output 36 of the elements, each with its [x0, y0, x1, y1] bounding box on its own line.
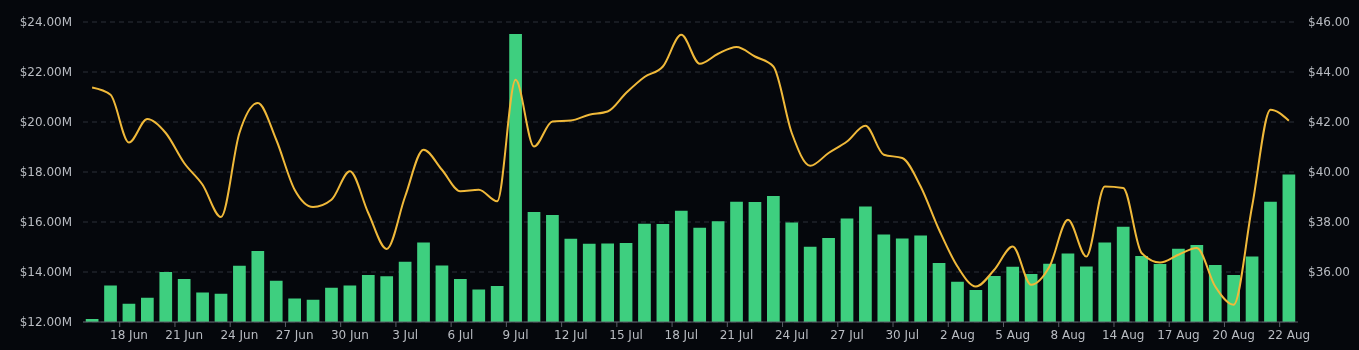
x-tick-label: 9 Jul — [502, 328, 529, 342]
y-tick-label: $24.00M — [19, 15, 72, 30]
x-tick-label: 22 Aug — [1267, 328, 1311, 342]
y2-tick-label: $42.00 — [1308, 115, 1350, 130]
x-tick-label: 17 Aug — [1157, 328, 1200, 342]
x-tick-label: 3 Jul — [392, 328, 419, 342]
x-tick-label: 21 Jun — [165, 328, 204, 342]
x-tick-label: 2 Aug — [940, 328, 975, 342]
x-tick-label: 20 Aug — [1212, 328, 1255, 342]
y2-tick-label: $40.00 — [1308, 165, 1350, 180]
y-tick-label: $22.00M — [19, 65, 72, 80]
x-tick-label: 6 Jul — [447, 328, 474, 342]
x-tick-label: 5 Aug — [995, 328, 1031, 342]
x-tick-label: 14 Aug — [1101, 328, 1145, 342]
y2-tick-label: $38.00 — [1308, 215, 1350, 230]
y2-tick-label: $44.00 — [1308, 65, 1350, 80]
x-tick-label: 18 Jul — [664, 328, 699, 342]
y-tick-label: $14.00M — [19, 265, 72, 280]
x-tick-label: 24 Jun — [220, 328, 259, 342]
y-tick-label: $12.00M — [19, 315, 72, 330]
x-tick-label: 12 Jul — [554, 328, 588, 342]
x-tick-label: 8 Aug — [1050, 328, 1086, 342]
y-tick-label: $18.00M — [19, 165, 72, 180]
x-tick-label: 27 Jun — [275, 328, 314, 342]
x-tick-label: 18 Jun — [110, 328, 148, 342]
x-tick-label: 27 Jul — [830, 328, 864, 342]
x-tick-label: 24 Jul — [774, 328, 809, 342]
x-tick-label: 30 Jun — [330, 328, 369, 342]
line-series — [91, 33, 1290, 306]
x-tick-label: 30 Jul — [885, 328, 920, 342]
x-tick-label: 15 Jul — [609, 328, 643, 342]
x-tick-label: 21 Jul — [719, 328, 754, 342]
y2-tick-label: $36.00 — [1308, 265, 1350, 280]
y-tick-label: $20.00M — [19, 115, 72, 130]
y2-tick-label: $46.00 — [1308, 15, 1350, 30]
y-tick-label: $16.00M — [19, 215, 72, 230]
